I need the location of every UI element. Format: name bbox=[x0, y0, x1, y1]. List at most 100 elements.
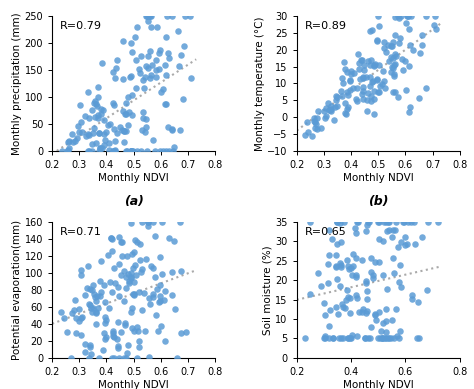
Point bbox=[337, 220, 344, 226]
Point bbox=[127, 40, 134, 46]
Point bbox=[359, 88, 367, 94]
Point bbox=[375, 236, 383, 242]
Point bbox=[314, 108, 322, 114]
Point bbox=[360, 74, 367, 80]
Point bbox=[175, 63, 182, 69]
Point bbox=[402, 19, 410, 26]
Point bbox=[102, 317, 109, 323]
Text: R=0.71: R=0.71 bbox=[60, 228, 102, 237]
Point bbox=[116, 234, 123, 240]
Point bbox=[109, 148, 117, 154]
Point bbox=[353, 230, 360, 236]
Point bbox=[341, 110, 348, 116]
Point bbox=[109, 329, 117, 336]
Point bbox=[409, 292, 416, 298]
Point bbox=[86, 342, 94, 348]
Point bbox=[419, 234, 426, 240]
Point bbox=[88, 305, 95, 311]
Point bbox=[135, 328, 142, 334]
Point bbox=[406, 104, 413, 110]
Point bbox=[363, 97, 371, 103]
Point bbox=[333, 219, 340, 225]
Point bbox=[171, 238, 178, 244]
Point bbox=[155, 299, 163, 305]
Point bbox=[101, 314, 109, 320]
Point bbox=[179, 96, 186, 102]
Point bbox=[329, 335, 337, 342]
Y-axis label: Monthly temperature (°C): Monthly temperature (°C) bbox=[255, 16, 264, 151]
Point bbox=[399, 219, 407, 225]
Point bbox=[351, 224, 358, 231]
Point bbox=[90, 282, 97, 288]
Point bbox=[391, 335, 398, 342]
Point bbox=[342, 111, 350, 117]
Point bbox=[346, 335, 354, 342]
Point bbox=[334, 276, 341, 282]
Point bbox=[306, 219, 314, 225]
Point bbox=[326, 252, 333, 258]
Point bbox=[93, 308, 100, 315]
Point bbox=[145, 295, 153, 301]
Point bbox=[344, 103, 352, 110]
Point bbox=[86, 302, 93, 308]
Point bbox=[135, 65, 143, 72]
Text: R=0.65: R=0.65 bbox=[305, 228, 346, 237]
Point bbox=[346, 77, 354, 84]
Point bbox=[382, 306, 390, 312]
Point bbox=[169, 292, 176, 298]
Point bbox=[362, 310, 370, 316]
Point bbox=[147, 24, 155, 30]
Point bbox=[364, 296, 371, 302]
Point bbox=[156, 298, 164, 305]
Point bbox=[149, 219, 156, 225]
Point bbox=[65, 138, 73, 144]
Point bbox=[355, 51, 362, 58]
Point bbox=[423, 287, 431, 293]
Point bbox=[160, 297, 168, 303]
Point bbox=[106, 121, 113, 127]
Point bbox=[341, 66, 349, 72]
Point bbox=[138, 127, 146, 133]
Point bbox=[96, 145, 103, 151]
Point bbox=[391, 60, 399, 67]
Point bbox=[321, 335, 328, 342]
Point bbox=[346, 77, 354, 83]
Point bbox=[325, 335, 333, 342]
Point bbox=[162, 72, 169, 78]
Point bbox=[159, 148, 167, 154]
Point bbox=[124, 122, 132, 128]
Point bbox=[395, 335, 403, 342]
Point bbox=[339, 335, 346, 342]
Point bbox=[128, 148, 135, 154]
Point bbox=[379, 320, 386, 326]
Point bbox=[374, 38, 381, 44]
Point bbox=[123, 350, 131, 356]
Point bbox=[133, 85, 140, 91]
Point bbox=[384, 42, 392, 48]
Point bbox=[321, 333, 329, 340]
Point bbox=[328, 103, 335, 109]
Point bbox=[430, 22, 438, 28]
Point bbox=[94, 94, 102, 100]
Point bbox=[405, 109, 413, 116]
Point bbox=[431, 12, 439, 19]
Point bbox=[75, 129, 83, 135]
Point bbox=[344, 294, 352, 300]
Point bbox=[121, 320, 128, 326]
Point bbox=[114, 345, 122, 352]
Point bbox=[146, 301, 154, 307]
Point bbox=[126, 278, 133, 284]
Point bbox=[85, 89, 92, 96]
Point bbox=[109, 355, 117, 361]
Point bbox=[129, 265, 137, 271]
Point bbox=[110, 126, 118, 132]
Point bbox=[325, 107, 332, 114]
Point bbox=[359, 305, 367, 312]
Point bbox=[118, 329, 125, 336]
Point bbox=[333, 219, 340, 225]
Point bbox=[138, 219, 146, 225]
Point bbox=[127, 220, 135, 226]
Point bbox=[97, 110, 105, 117]
Point bbox=[101, 335, 109, 342]
Point bbox=[395, 279, 402, 285]
